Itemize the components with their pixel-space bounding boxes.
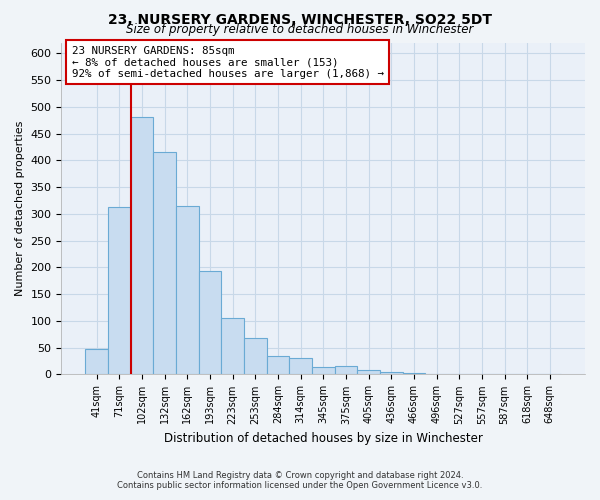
Bar	[176, 206, 199, 374]
Bar	[85, 350, 108, 374]
X-axis label: Distribution of detached houses by size in Winchester: Distribution of detached houses by size …	[164, 432, 482, 445]
Text: 23 NURSERY GARDENS: 85sqm
← 8% of detached houses are smaller (153)
92% of semi-: 23 NURSERY GARDENS: 85sqm ← 8% of detach…	[72, 46, 384, 79]
Bar	[357, 370, 380, 374]
Text: 23, NURSERY GARDENS, WINCHESTER, SO22 5DT: 23, NURSERY GARDENS, WINCHESTER, SO22 5D…	[108, 12, 492, 26]
Bar	[289, 358, 312, 374]
Bar	[108, 208, 131, 374]
Y-axis label: Number of detached properties: Number of detached properties	[15, 121, 25, 296]
Bar	[335, 366, 357, 374]
Text: Contains HM Land Registry data © Crown copyright and database right 2024.
Contai: Contains HM Land Registry data © Crown c…	[118, 470, 482, 490]
Bar	[221, 318, 244, 374]
Bar	[244, 338, 266, 374]
Text: Size of property relative to detached houses in Winchester: Size of property relative to detached ho…	[127, 22, 473, 36]
Bar	[153, 152, 176, 374]
Bar	[312, 367, 335, 374]
Bar	[380, 372, 403, 374]
Bar	[266, 356, 289, 374]
Bar	[131, 118, 153, 374]
Bar	[199, 271, 221, 374]
